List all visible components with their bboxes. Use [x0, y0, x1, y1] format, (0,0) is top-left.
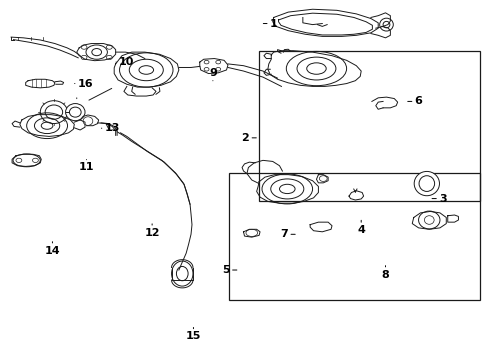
- Ellipse shape: [418, 176, 434, 192]
- Text: 3: 3: [431, 194, 446, 203]
- Text: 1: 1: [263, 18, 277, 28]
- Bar: [228, 173, 479, 300]
- Text: 5: 5: [222, 265, 236, 275]
- Text: 11: 11: [79, 159, 94, 172]
- Text: 4: 4: [357, 220, 365, 235]
- Ellipse shape: [40, 101, 67, 123]
- Ellipse shape: [382, 21, 389, 28]
- Ellipse shape: [176, 266, 188, 281]
- Ellipse shape: [413, 171, 439, 196]
- Text: 7: 7: [280, 229, 295, 239]
- Ellipse shape: [69, 107, 81, 117]
- Text: 6: 6: [407, 96, 422, 107]
- Ellipse shape: [379, 18, 392, 31]
- Text: 14: 14: [44, 242, 60, 256]
- Text: 13: 13: [101, 123, 120, 133]
- Text: 15: 15: [185, 328, 201, 342]
- Text: 9: 9: [208, 68, 216, 81]
- Ellipse shape: [171, 261, 193, 286]
- Text: 12: 12: [144, 224, 160, 238]
- Ellipse shape: [65, 104, 85, 121]
- Bar: [259, 51, 479, 202]
- Text: 2: 2: [241, 133, 256, 143]
- Text: 10: 10: [116, 57, 134, 67]
- Text: 16: 16: [75, 78, 93, 89]
- Text: 8: 8: [381, 266, 388, 280]
- Ellipse shape: [45, 105, 62, 119]
